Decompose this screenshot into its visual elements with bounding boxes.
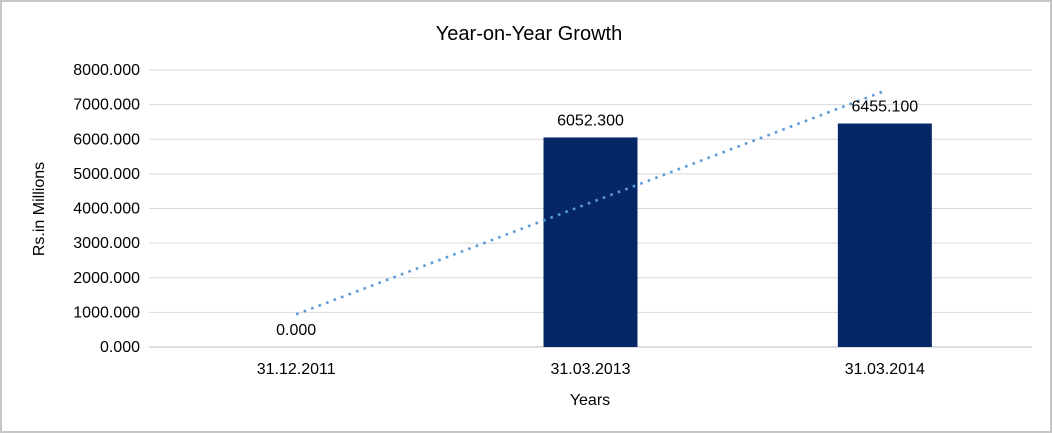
y-tick-label: 1000.000 — [73, 304, 140, 321]
data-labels: 0.000 6052.300 6455.100 — [276, 98, 918, 339]
bars — [543, 123, 932, 348]
y-tick-label: 3000.000 — [73, 235, 140, 252]
y-tick-label: 7000.000 — [73, 97, 140, 114]
y-tick-label: 5000.000 — [73, 166, 140, 183]
bar[interactable] — [837, 123, 932, 348]
y-axis-title: Rs.in Millions — [31, 162, 48, 256]
y-tick-label: 0.000 — [100, 339, 140, 356]
y-tick-labels: 0.000 1000.000 2000.000 3000.000 4000.000 500… — [73, 62, 140, 356]
chart-title: Year-on-Year Growth — [436, 23, 622, 45]
x-category-label: 31.03.2013 — [550, 361, 630, 378]
x-category-label: 31.12.2011 — [257, 361, 336, 378]
y-tick-label: 6000.000 — [73, 131, 140, 148]
data-label: 6052.300 — [557, 112, 624, 129]
y-tick-label: 2000.000 — [73, 270, 140, 287]
data-label: 0.000 — [276, 322, 316, 339]
x-category-labels: 31.12.2011 31.03.2013 31.03.2014 — [257, 361, 925, 378]
bar[interactable] — [543, 137, 638, 347]
trendline[interactable] — [295, 89, 886, 316]
x-axis-title: Years — [570, 392, 610, 409]
x-category-label: 31.03.2014 — [845, 361, 925, 378]
data-label: 6455.100 — [851, 98, 918, 115]
y-tick-label: 8000.000 — [73, 62, 140, 79]
y-tick-label: 4000.000 — [73, 201, 140, 218]
